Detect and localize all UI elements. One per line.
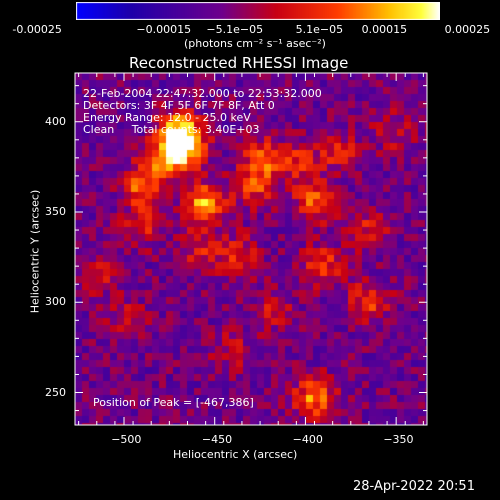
plot-frame xyxy=(74,72,428,426)
colorbar xyxy=(76,2,440,20)
annotation-line: Detectors: 3F 4F 5F 6F 7F 8F, Att 0 xyxy=(83,99,275,112)
x-tick-label: −350 xyxy=(383,433,414,446)
colorbar-tick-label: −0.00015 xyxy=(136,23,192,36)
footer-timestamp: 28-Apr-2022 20:51 xyxy=(353,479,475,494)
peak-position-label: Position of Peak = [-467,386] xyxy=(93,396,254,409)
annotation-line: 22-Feb-2004 22:47:32.000 to 22:53:32.000 xyxy=(83,87,322,100)
colorbar-unit-label: (photons cm⁻² s⁻¹ asec⁻²) xyxy=(184,37,326,50)
x-tick-label: −500 xyxy=(111,433,142,446)
y-axis-label: Heliocentric Y (arcsec) xyxy=(28,189,42,314)
colorbar-tick-label: 0.00025 xyxy=(444,23,491,36)
y-tick-label: 300 xyxy=(45,295,66,309)
y-tick-label: 250 xyxy=(45,385,66,399)
annotation-line: Clean Total counts: 3.40E+03 xyxy=(83,123,260,136)
colorbar-tick-label: 5.1e−05 xyxy=(295,23,344,36)
y-tick-label: 350 xyxy=(45,204,66,218)
x-tick-label: −450 xyxy=(201,433,233,446)
colorbar-tick-label: 0.00015 xyxy=(361,23,408,36)
x-tick-label: −400 xyxy=(292,433,323,446)
chart-title: Reconstructed RHESSI Image xyxy=(129,54,349,72)
colorbar-tick-label: -0.00025 xyxy=(12,23,62,36)
y-tick-label: 400 xyxy=(45,114,66,128)
colorbar-tick-label: −5.1e−05 xyxy=(206,23,264,36)
annotation-line: Energy Range: 12.0 - 25.0 keV xyxy=(83,111,251,124)
heatmap-image xyxy=(75,73,427,425)
x-axis-label: Heliocentric X (arcsec) xyxy=(173,448,298,461)
